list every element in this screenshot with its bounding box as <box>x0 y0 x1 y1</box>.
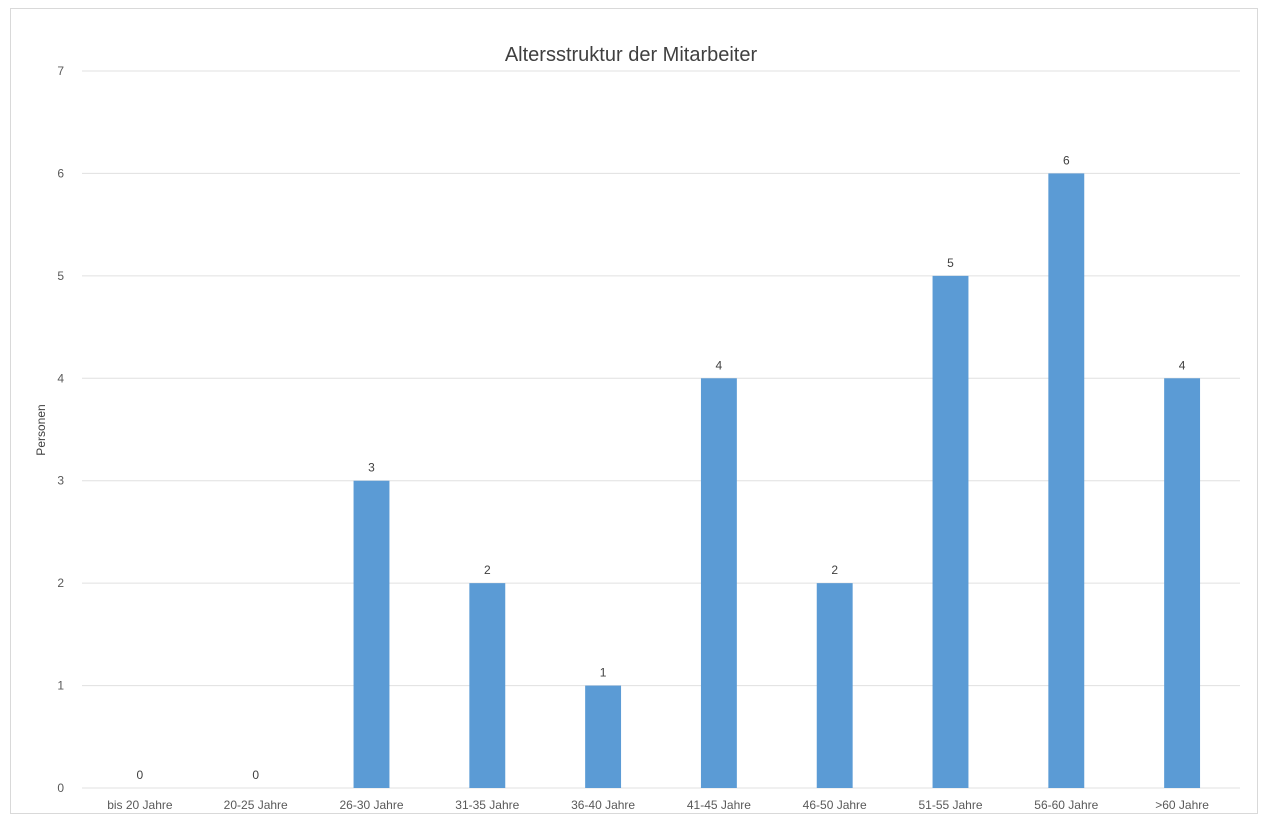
y-axis-ticks: 0 1 2 3 4 5 6 7 <box>57 64 64 795</box>
bar <box>585 685 622 788</box>
chart-title: Altersstruktur der Mitarbeiter <box>505 44 758 66</box>
bar <box>1048 173 1085 788</box>
data-label: 4 <box>716 358 723 372</box>
data-label: 1 <box>600 666 607 680</box>
x-tick-label: 36-40 Jahre <box>571 798 635 812</box>
x-tick-label: >60 Jahre <box>1155 798 1209 812</box>
x-tick-label: 56-60 Jahre <box>1034 798 1098 812</box>
bars <box>353 173 1201 788</box>
y-tick-label: 4 <box>57 371 64 385</box>
bar <box>816 583 853 788</box>
x-axis-ticks: bis 20 Jahre 20-25 Jahre 26-30 Jahre 31-35 … <box>107 798 1209 812</box>
x-tick-label: 46-50 Jahre <box>803 798 867 812</box>
x-tick-label: 51-55 Jahre <box>918 798 982 812</box>
y-tick-label: 1 <box>57 679 64 693</box>
data-label: 4 <box>1179 358 1186 372</box>
x-tick-label: 20-25 Jahre <box>224 798 288 812</box>
y-tick-label: 6 <box>57 166 64 180</box>
bar <box>469 583 506 788</box>
data-label: 2 <box>484 563 491 577</box>
y-tick-label: 5 <box>57 269 64 283</box>
data-label: 5 <box>947 256 954 270</box>
data-label: 3 <box>368 461 375 475</box>
data-label: 0 <box>252 768 259 782</box>
x-tick-label: 41-45 Jahre <box>687 798 751 812</box>
y-axis-label: Personen <box>34 404 48 455</box>
x-tick-label: 31-35 Jahre <box>455 798 519 812</box>
y-tick-label: 2 <box>57 576 64 590</box>
bar <box>932 275 969 788</box>
bar <box>1164 378 1201 788</box>
gridlines <box>82 70 1240 789</box>
bar <box>700 378 737 788</box>
y-tick-label: 0 <box>57 781 64 795</box>
data-label: 2 <box>831 563 838 577</box>
y-tick-label: 3 <box>57 474 64 488</box>
y-tick-label: 7 <box>57 64 64 78</box>
bar <box>353 480 390 788</box>
x-tick-label: bis 20 Jahre <box>107 798 173 812</box>
data-labels: 0 0 3 2 1 4 2 5 6 4 <box>137 153 1186 782</box>
x-tick-label: 26-30 Jahre <box>339 798 403 812</box>
data-label: 6 <box>1063 153 1070 167</box>
data-label: 0 <box>137 768 144 782</box>
